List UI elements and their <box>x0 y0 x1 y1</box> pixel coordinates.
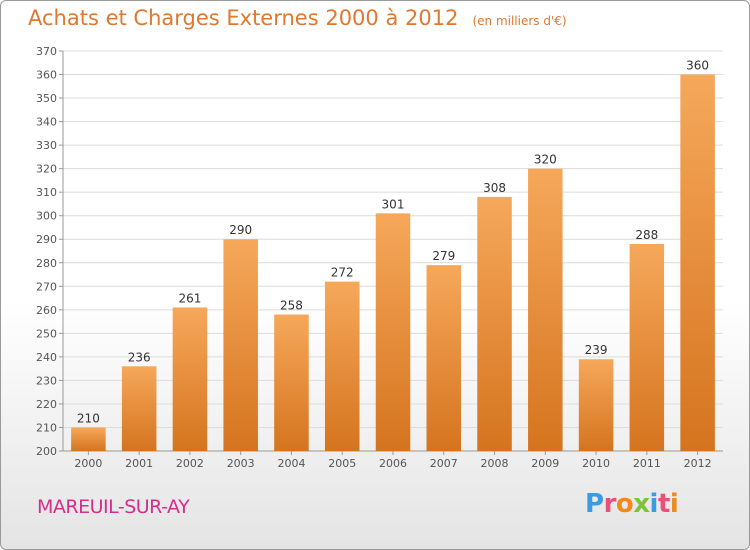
data-label: 258 <box>280 299 303 313</box>
logo-letter: i <box>669 489 679 519</box>
chart-heading: Achats et Charges Externes 2000 à 2012 (e… <box>28 6 567 30</box>
x-tick-label: 2011 <box>633 457 661 470</box>
bar <box>629 243 665 451</box>
y-tick-label: 370 <box>36 45 57 58</box>
x-tick-label: 2010 <box>582 457 610 470</box>
y-tick-label: 360 <box>36 69 57 82</box>
bar <box>172 307 208 451</box>
y-tick-label: 320 <box>36 163 57 176</box>
labels: 200 210 220 230 240 250 260 270 280 290 300 310 320 3… <box>36 45 712 470</box>
data-label: 210 <box>77 411 100 425</box>
bar <box>680 74 715 451</box>
data-label: 236 <box>128 350 151 364</box>
data-label: 320 <box>534 153 557 167</box>
logo-letter: x <box>633 489 650 519</box>
bar <box>223 239 258 451</box>
data-label: 290 <box>229 223 252 237</box>
x-tick-label: 2007 <box>430 457 458 470</box>
y-tick-label: 230 <box>36 374 57 387</box>
y-tick-label: 210 <box>36 421 57 434</box>
y-tick-label: 270 <box>36 280 57 293</box>
x-tick-label: 2012 <box>684 457 712 470</box>
bars <box>71 74 715 451</box>
data-label: 308 <box>483 181 506 195</box>
y-tick-label: 300 <box>36 210 57 223</box>
data-label: 301 <box>382 197 405 211</box>
y-tick-label: 350 <box>36 92 57 105</box>
proxiti-logo: Proxiti <box>585 489 679 519</box>
y-tick-label: 240 <box>36 351 57 364</box>
bar <box>426 265 462 451</box>
bar <box>375 213 411 451</box>
data-label: 272 <box>331 266 354 280</box>
data-label: 239 <box>585 343 608 357</box>
x-tick-label: 2006 <box>379 457 407 470</box>
x-tick-label: 2001 <box>125 457 153 470</box>
data-label: 279 <box>432 249 455 263</box>
bar <box>477 196 512 451</box>
y-tick-label: 290 <box>36 233 57 246</box>
data-label: 360 <box>686 59 709 73</box>
x-tick-label: 2000 <box>74 457 102 470</box>
x-tick-label: 2002 <box>176 457 204 470</box>
y-tick-label: 340 <box>36 116 57 129</box>
y-tick-label: 220 <box>36 398 57 411</box>
y-tick-label: 250 <box>36 327 57 340</box>
logo-letter: o <box>615 489 634 519</box>
chart-subtitle: (en milliers d'€) <box>472 14 567 28</box>
y-tick-label: 200 <box>36 445 57 458</box>
logo-letter: r <box>603 489 617 519</box>
y-tick-label: 260 <box>36 304 57 317</box>
x-tick-label: 2004 <box>277 457 305 470</box>
x-tick-label: 2008 <box>481 457 509 470</box>
bar <box>578 359 614 451</box>
x-tick-label: 2009 <box>531 457 559 470</box>
x-tick-label: 2003 <box>227 457 255 470</box>
chart-title: Achats et Charges Externes 2000 à 2012 <box>28 6 459 30</box>
logo-letter: t <box>657 489 670 519</box>
logo-letter: i <box>649 489 659 519</box>
bar <box>121 366 157 451</box>
bar <box>71 427 106 451</box>
x-tick-label: 2005 <box>328 457 356 470</box>
y-tick-label: 280 <box>36 257 57 270</box>
y-tick-label: 310 <box>36 186 57 199</box>
y-tick-label: 330 <box>36 139 57 152</box>
logo-letter: P <box>585 489 604 519</box>
data-label: 288 <box>635 228 658 242</box>
bar <box>528 168 563 451</box>
bar <box>274 314 309 451</box>
data-label: 261 <box>178 291 201 305</box>
place-name: MAREUIL-SUR-AY <box>37 496 190 518</box>
bar <box>324 281 360 451</box>
